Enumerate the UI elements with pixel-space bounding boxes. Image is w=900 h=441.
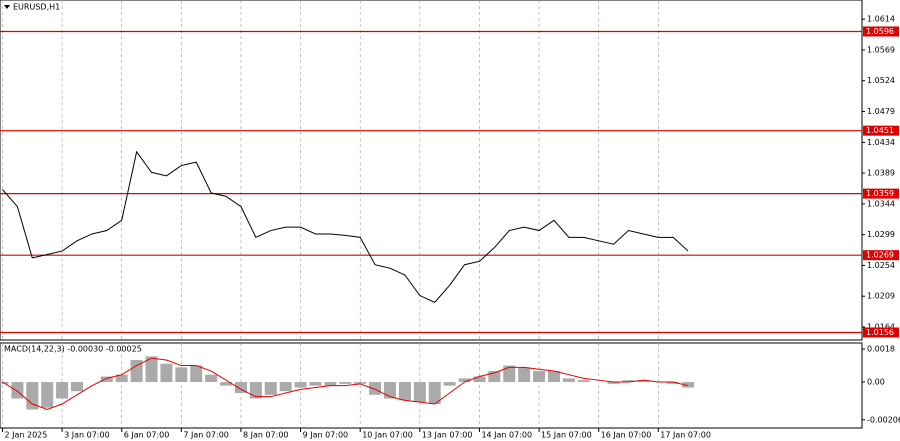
macd-bar bbox=[71, 382, 84, 392]
chart-title: EURUSD,H1 bbox=[13, 3, 60, 12]
macd-bar bbox=[607, 382, 620, 384]
macd-bar bbox=[533, 371, 546, 383]
macd-bar bbox=[234, 382, 247, 394]
macd-bar bbox=[56, 382, 69, 399]
y-tick-label: 1.0299 bbox=[867, 230, 895, 239]
macd-bar bbox=[26, 382, 39, 410]
y-tick-label: 1.0209 bbox=[867, 292, 895, 301]
macd-bar bbox=[384, 382, 397, 399]
signal-line bbox=[2, 357, 689, 411]
macd-bar bbox=[11, 382, 24, 399]
x-tick-label: 7 Jan 07:00 bbox=[183, 431, 229, 440]
x-tick-label: 10 Jan 07:00 bbox=[362, 431, 413, 440]
y-tick-label: 0.00 bbox=[867, 378, 885, 387]
macd-bar bbox=[488, 371, 501, 383]
level-label: 1.0451 bbox=[866, 126, 894, 135]
level-label-box bbox=[863, 250, 899, 261]
level-label-box bbox=[863, 327, 899, 338]
macd-bar bbox=[667, 382, 680, 384]
y-tick-label: 1.0389 bbox=[867, 169, 895, 178]
y-tick-label: 1.0344 bbox=[867, 199, 895, 208]
macd-bar bbox=[220, 382, 233, 386]
y-tick-label: -0.00206 bbox=[867, 415, 900, 424]
macd-bar bbox=[205, 374, 218, 383]
level-label: 1.0156 bbox=[866, 328, 894, 337]
x-tick-label: 8 Jan 07:00 bbox=[243, 431, 289, 440]
macd-bar bbox=[41, 382, 54, 408]
macd-bar bbox=[562, 378, 575, 383]
y-tick-label: 1.0164 bbox=[867, 323, 895, 332]
y-tick-label: 1.0254 bbox=[867, 261, 895, 270]
macd-bar bbox=[682, 382, 695, 388]
macd-bar bbox=[547, 371, 560, 383]
macd-bar bbox=[622, 380, 635, 383]
x-tick-label: 3 Jan 07:00 bbox=[64, 431, 110, 440]
y-tick-label: 1.0614 bbox=[867, 15, 895, 24]
macd-bar bbox=[249, 382, 262, 399]
y-tick-label: 1.0524 bbox=[867, 76, 895, 85]
macd-bar bbox=[145, 356, 158, 383]
level-label-box bbox=[863, 26, 899, 37]
menu-arrow[interactable] bbox=[4, 5, 10, 9]
macd-bar bbox=[443, 382, 456, 386]
level-label: 1.0269 bbox=[866, 251, 894, 260]
x-tick-label: 15 Jan 07:00 bbox=[541, 431, 592, 440]
macd-bar bbox=[518, 367, 531, 383]
x-tick-label: 17 Jan 07:00 bbox=[660, 431, 711, 440]
main-frame bbox=[0, 0, 863, 341]
x-tick-label: 2 Jan 2025 bbox=[4, 431, 47, 440]
macd-bar bbox=[294, 382, 307, 388]
macd-bar bbox=[130, 360, 143, 383]
level-label-box bbox=[863, 188, 899, 199]
macd-bar bbox=[264, 382, 277, 395]
macd-bar bbox=[473, 376, 486, 383]
macd-bar bbox=[339, 382, 352, 384]
macd-bar bbox=[309, 382, 322, 386]
macd-bar bbox=[354, 382, 367, 384]
macd-bar bbox=[279, 382, 292, 392]
x-tick-label: 14 Jan 07:00 bbox=[481, 431, 532, 440]
macd-bar bbox=[398, 382, 411, 401]
level-label: 1.0359 bbox=[866, 189, 894, 198]
macd-bar bbox=[369, 382, 382, 395]
macd-frame bbox=[0, 342, 863, 429]
macd-bar bbox=[503, 365, 516, 383]
x-tick-label: 9 Jan 07:00 bbox=[303, 431, 349, 440]
macd-bar bbox=[100, 376, 113, 383]
price-line bbox=[2, 150, 689, 303]
level-label-box bbox=[863, 125, 899, 136]
macd-bar bbox=[324, 382, 337, 386]
macd-bar bbox=[175, 367, 188, 383]
macd-bar bbox=[637, 380, 650, 383]
x-tick-label: 6 Jan 07:00 bbox=[124, 431, 170, 440]
y-tick-label: 0.0018 bbox=[867, 345, 895, 354]
macd-bar bbox=[577, 380, 590, 383]
level-label: 1.0596 bbox=[866, 27, 894, 36]
macd-title: MACD(14,22,3) -0.00030 -0.00025 bbox=[4, 345, 142, 354]
y-tick-label: 1.0479 bbox=[867, 107, 895, 116]
macd-bar bbox=[413, 382, 426, 403]
macd-bar bbox=[190, 365, 203, 383]
macd-bar bbox=[160, 363, 173, 383]
macd-bar bbox=[115, 374, 128, 383]
x-tick-label: 13 Jan 07:00 bbox=[422, 431, 473, 440]
y-tick-label: 1.0569 bbox=[867, 45, 895, 54]
macd-bar bbox=[428, 382, 441, 405]
y-tick-label: 1.0434 bbox=[867, 138, 895, 147]
x-tick-label: 16 Jan 07:00 bbox=[601, 431, 652, 440]
macd-bar bbox=[458, 378, 471, 383]
